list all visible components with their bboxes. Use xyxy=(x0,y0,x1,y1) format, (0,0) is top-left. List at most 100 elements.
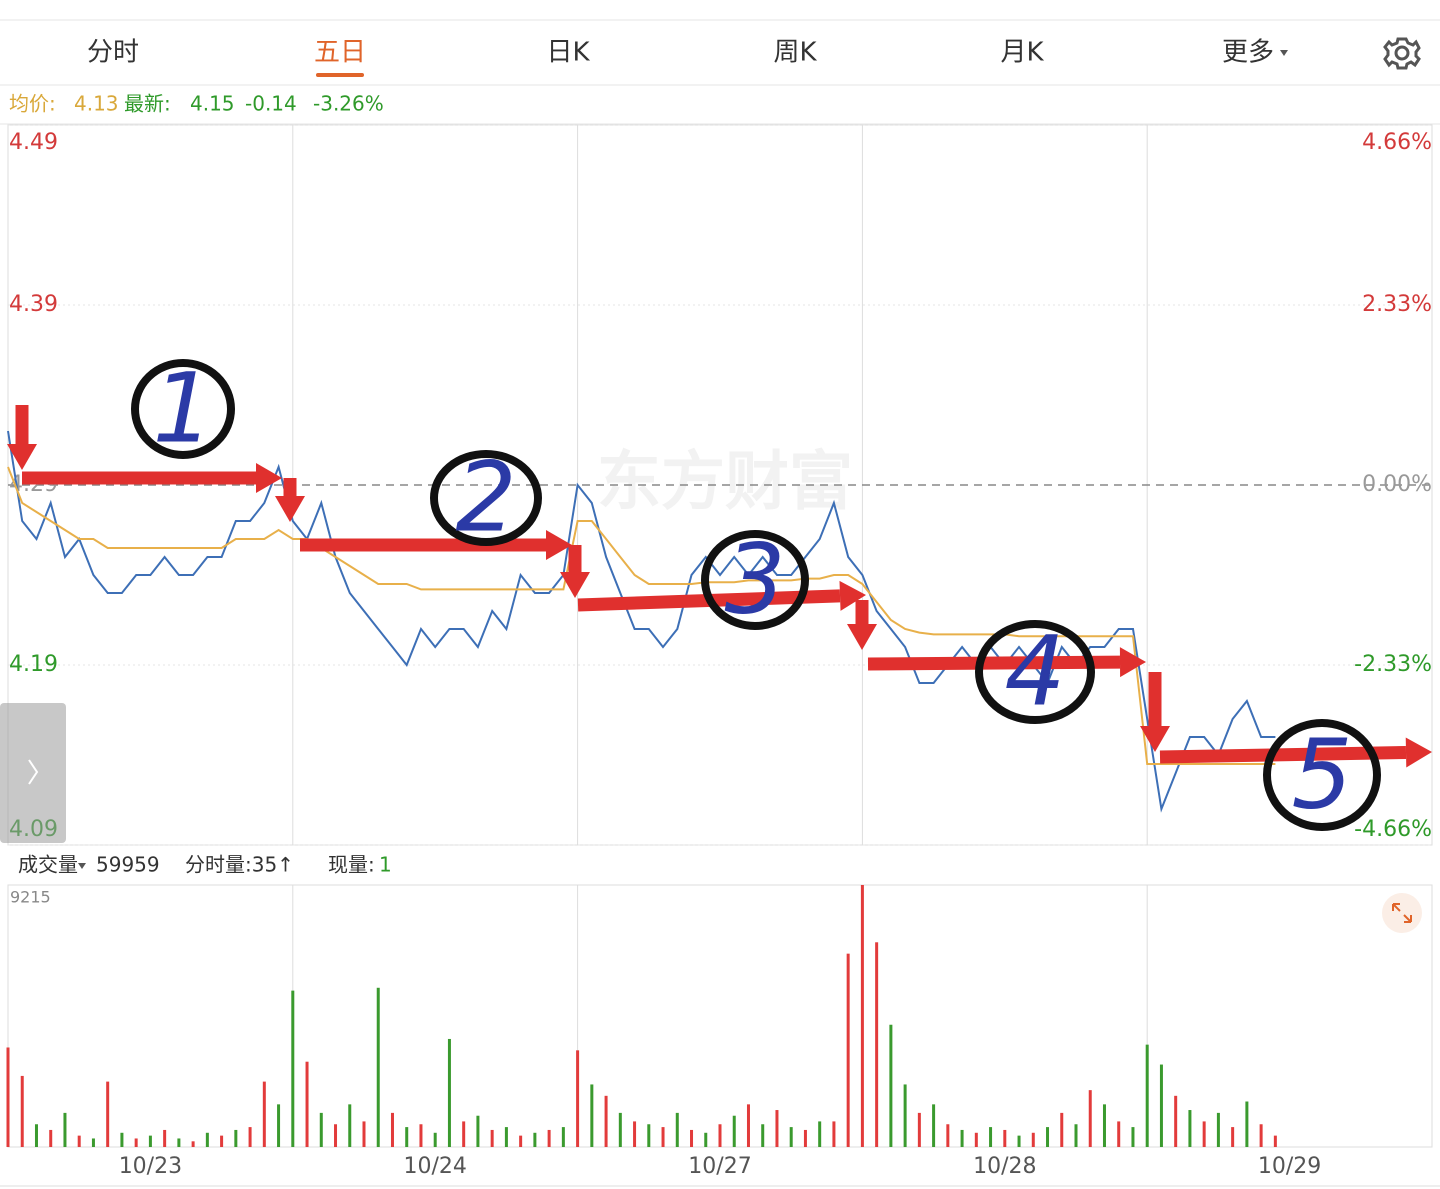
y2-tick-label: 0.00% xyxy=(1362,472,1432,497)
volume-bar xyxy=(675,1112,679,1147)
arrow-head xyxy=(839,580,866,611)
volume-bar xyxy=(1046,1127,1050,1147)
volume-bar xyxy=(148,1135,152,1147)
dropdown-caret xyxy=(78,863,86,869)
y2-tick-label: 2.33% xyxy=(1362,292,1432,317)
volume-bar xyxy=(1159,1064,1163,1147)
volume-bar xyxy=(134,1138,138,1147)
change-percent: -3.26% xyxy=(313,92,384,116)
volume-bar xyxy=(903,1084,907,1147)
volume-bar xyxy=(1231,1127,1235,1147)
volume-bar xyxy=(262,1081,266,1147)
volume-bar xyxy=(376,987,380,1147)
y-tick-label: 4.49 xyxy=(9,130,58,155)
annotation-number: 2 xyxy=(455,441,516,553)
volume-bar xyxy=(889,1024,893,1147)
volume-bar xyxy=(433,1132,437,1147)
volume-bar xyxy=(1188,1110,1192,1147)
volume-bar xyxy=(960,1129,964,1147)
volume-bar xyxy=(177,1138,181,1147)
volume-bar xyxy=(1060,1112,1064,1147)
volume-bar xyxy=(476,1115,480,1147)
volume-bar xyxy=(1031,1132,1035,1147)
annotation-number: 3 xyxy=(724,523,785,635)
volume-bar xyxy=(590,1084,594,1147)
arrow-head xyxy=(7,444,37,470)
x-tick-label: 10/29 xyxy=(1258,1154,1321,1179)
current-value: 1 xyxy=(379,853,392,877)
volume-bar xyxy=(419,1124,423,1147)
avg-value: 4.13 xyxy=(74,92,119,116)
volume-bar xyxy=(561,1127,565,1147)
volume-bar xyxy=(690,1129,694,1147)
volume-bar xyxy=(803,1129,807,1147)
arrow-head xyxy=(1405,737,1432,768)
volume-bar xyxy=(405,1127,409,1147)
volume-bar xyxy=(6,1047,10,1147)
volume-bar xyxy=(291,990,295,1147)
volume-bar xyxy=(163,1129,167,1147)
volume-bar xyxy=(917,1112,921,1147)
volume-bar xyxy=(220,1135,224,1147)
arrow-head xyxy=(546,530,572,560)
arrow-head xyxy=(560,572,590,598)
y-tick-label: 9215 xyxy=(10,888,51,907)
volume-bar xyxy=(718,1124,722,1147)
arrow-head xyxy=(275,496,305,522)
x-tick-label: 10/27 xyxy=(688,1154,751,1179)
arrow-shaft xyxy=(867,655,1121,671)
volume-bar xyxy=(1117,1121,1121,1147)
volume-bar xyxy=(1259,1124,1263,1147)
tab[interactable]: 日K xyxy=(546,38,590,68)
volume-bar xyxy=(63,1112,67,1147)
volume-bar xyxy=(1017,1135,1021,1147)
volume-bar xyxy=(775,1110,779,1147)
tab-active[interactable]: 五日 xyxy=(314,38,366,68)
volume-bar xyxy=(120,1132,124,1147)
volume-bar xyxy=(789,1127,793,1147)
volume-bar xyxy=(277,1104,281,1147)
volume-bar xyxy=(704,1132,708,1147)
volume-title[interactable]: 成交量 xyxy=(18,853,78,877)
volume-bar xyxy=(490,1129,494,1147)
volume-frame xyxy=(7,884,1433,1148)
arrow-head xyxy=(1119,647,1146,678)
tab[interactable]: 更多 xyxy=(1222,38,1274,68)
dropdown-caret xyxy=(1280,50,1288,56)
annotation-number: 4 xyxy=(1004,615,1065,727)
volume-bar xyxy=(305,1061,309,1147)
expand-button[interactable] xyxy=(1382,893,1422,933)
volume-bar xyxy=(1216,1112,1220,1147)
volume-bar xyxy=(547,1129,551,1147)
volume-bar xyxy=(633,1121,637,1147)
volume-bar xyxy=(946,1124,950,1147)
volume-bar xyxy=(860,885,864,1147)
settings-icon[interactable] xyxy=(1383,37,1421,70)
tab[interactable]: 月K xyxy=(1000,38,1044,68)
last-label: 最新: xyxy=(124,92,171,116)
volume-bar xyxy=(932,1104,936,1147)
last-value: 4.15 xyxy=(190,92,235,116)
volume-bar xyxy=(1245,1101,1249,1147)
tab-bar: 分时 五日 日K 周K 月K 更多 xyxy=(87,38,1274,68)
annotation-circle xyxy=(131,359,235,459)
price-line xyxy=(7,430,1276,813)
side-toggle[interactable] xyxy=(0,703,66,843)
price-line xyxy=(7,466,1276,765)
volume-bar xyxy=(647,1124,651,1147)
tab[interactable]: 周K xyxy=(773,38,817,68)
tab[interactable]: 分时 xyxy=(87,38,139,68)
annotation-circle xyxy=(1263,719,1381,831)
annotation-number: 5 xyxy=(1291,718,1352,830)
volume-bar xyxy=(1273,1135,1277,1147)
volume-bar xyxy=(504,1127,508,1147)
volume-bar xyxy=(661,1127,665,1147)
y-tick-label: 4.19 xyxy=(9,652,58,677)
arrow-head xyxy=(256,463,282,493)
volume-bar xyxy=(576,1050,580,1147)
annotation-circle xyxy=(975,620,1095,724)
avg-label: 均价: xyxy=(9,92,56,116)
volume-bar xyxy=(1003,1129,1007,1147)
arrow-shaft xyxy=(1159,745,1407,764)
